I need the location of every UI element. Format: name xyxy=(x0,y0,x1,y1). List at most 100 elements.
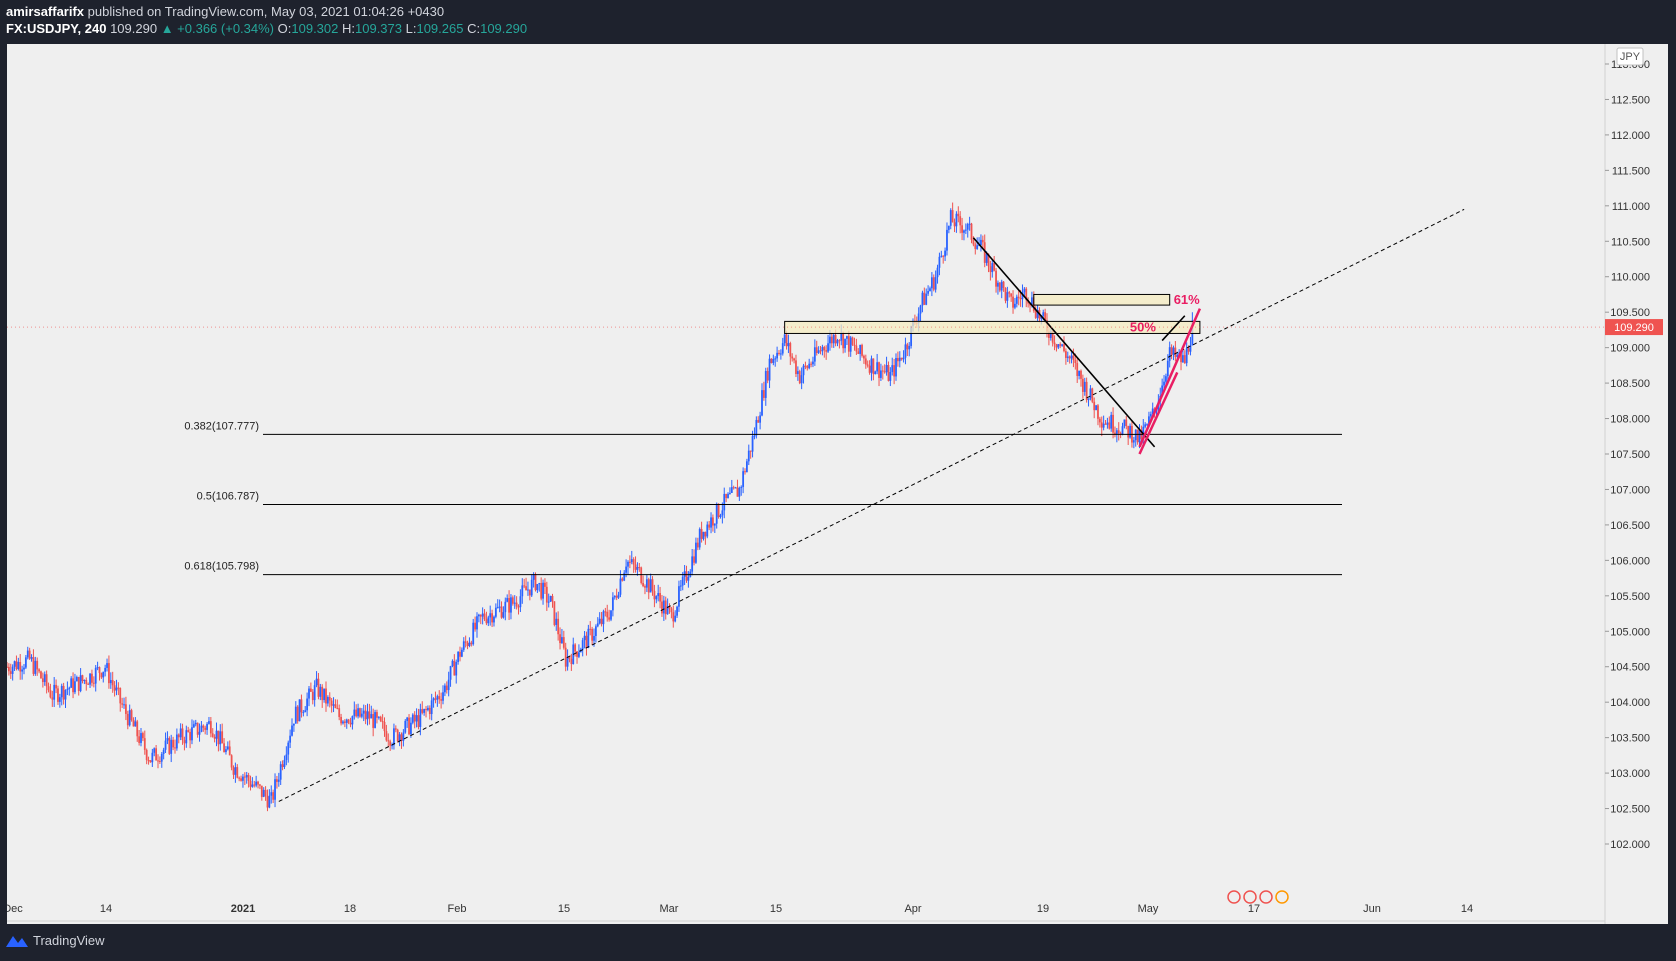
candle-body xyxy=(1168,347,1171,361)
time-tick-label: 2021 xyxy=(231,903,255,915)
dashed-uptrend-trendline[interactable] xyxy=(278,208,1465,802)
candle-body xyxy=(830,336,833,344)
candle-body xyxy=(183,740,186,744)
candle-body xyxy=(34,660,37,674)
candle-body xyxy=(1036,310,1039,318)
candle-body xyxy=(921,292,924,306)
currency-badge[interactable]: JPY xyxy=(1616,47,1644,66)
zone-label: 61% xyxy=(1174,292,1200,307)
candle-body xyxy=(1059,344,1062,346)
candle-body xyxy=(1127,426,1130,438)
candle-body xyxy=(494,607,497,617)
candle-body xyxy=(664,600,667,615)
candle-body xyxy=(1172,347,1175,355)
candle-body xyxy=(557,618,560,635)
candle-body xyxy=(638,567,641,569)
price-tick-label: 111.000 xyxy=(1612,201,1650,213)
candle-body xyxy=(136,721,139,737)
candle-body xyxy=(555,618,558,625)
candle-body xyxy=(413,714,416,722)
candle-body xyxy=(762,390,765,398)
candle-body xyxy=(995,270,997,287)
candle-body xyxy=(300,699,303,713)
candle-body xyxy=(442,692,444,701)
candle-body xyxy=(596,623,599,627)
author-name[interactable]: amirsaffarifx xyxy=(6,4,85,19)
black-small-trendline[interactable] xyxy=(1161,315,1186,342)
candle-body xyxy=(623,572,626,581)
candle-body xyxy=(617,594,620,598)
candle-body xyxy=(1074,360,1077,364)
candle-body xyxy=(1048,331,1050,338)
flag-icon[interactable] xyxy=(1227,890,1241,904)
candle-body xyxy=(274,779,276,800)
candle-body xyxy=(734,487,737,489)
candle-body xyxy=(1006,292,1009,301)
candle-body xyxy=(217,730,220,745)
price-chart[interactable]: 0.382(107.777) 0.5(106.787) 0.618(105.798)… xyxy=(3,44,1668,924)
candle-body xyxy=(243,776,246,778)
candle-body xyxy=(149,760,152,763)
candle-body xyxy=(1081,378,1084,392)
candle-body xyxy=(644,586,646,588)
candle-body xyxy=(530,579,533,596)
candle-body xyxy=(781,343,784,354)
pink-up-right-trendline[interactable] xyxy=(1138,308,1202,448)
black-downtrend-trendline[interactable] xyxy=(972,237,1156,448)
zone-box[interactable] xyxy=(1033,293,1171,306)
candle-body xyxy=(566,656,569,667)
candle-body xyxy=(951,210,954,223)
candle-body xyxy=(768,358,771,381)
candle-body xyxy=(506,598,509,602)
candle-body xyxy=(1100,422,1103,428)
candle-body xyxy=(776,352,778,359)
chart-container[interactable]: 0.382(107.777) 0.5(106.787) 0.618(105.798)… xyxy=(3,44,1668,924)
candle-body xyxy=(500,606,503,618)
candle-body xyxy=(544,582,546,587)
candle-body xyxy=(211,733,214,737)
candle-body xyxy=(245,774,248,778)
pink-up-left-trendline[interactable] xyxy=(1138,371,1179,455)
event-icon[interactable] xyxy=(1275,890,1289,904)
brand-name[interactable]: TradingView xyxy=(33,933,105,948)
candle-body xyxy=(168,738,171,754)
candle-body xyxy=(276,779,278,782)
candle-body xyxy=(277,779,280,782)
candle-body xyxy=(1002,281,1005,288)
candle-body xyxy=(1000,281,1003,291)
event-icon[interactable] xyxy=(1243,890,1257,904)
event-icon[interactable] xyxy=(1259,890,1273,904)
candle-body xyxy=(158,760,161,762)
candle-body xyxy=(619,578,622,595)
candle-body xyxy=(1017,296,1020,298)
price-tick-label: 109.000 xyxy=(1610,343,1650,355)
candle-body xyxy=(41,678,44,683)
plot-background[interactable] xyxy=(7,44,1605,924)
candle-body xyxy=(604,611,607,613)
candle-body xyxy=(226,746,229,750)
candle-body xyxy=(902,357,905,360)
candle-body xyxy=(213,736,216,739)
candle-body xyxy=(189,731,191,741)
candle-body xyxy=(440,699,443,701)
candle-body xyxy=(578,652,580,657)
candle-body xyxy=(963,230,965,233)
candle-body xyxy=(1093,401,1096,411)
candle-body xyxy=(408,717,410,735)
candle-body xyxy=(872,358,875,375)
candle-body xyxy=(393,728,395,746)
event-icons[interactable] xyxy=(1227,890,1289,904)
candle-body xyxy=(74,681,76,693)
candle-body xyxy=(598,618,601,624)
candle-body xyxy=(900,357,903,360)
price-tick-label: 103.500 xyxy=(1610,733,1650,745)
candle-body xyxy=(462,641,465,650)
candle-body xyxy=(272,792,275,800)
last-price-marker: 109.290 xyxy=(1605,319,1663,336)
candle-body xyxy=(247,774,250,781)
candle-body xyxy=(49,690,52,698)
symbol-label[interactable]: FX:USDJPY, 240 xyxy=(6,21,107,36)
price-axis-background[interactable] xyxy=(1605,44,1668,924)
candle-body xyxy=(910,326,913,346)
close-value: 109.290 xyxy=(480,21,528,36)
